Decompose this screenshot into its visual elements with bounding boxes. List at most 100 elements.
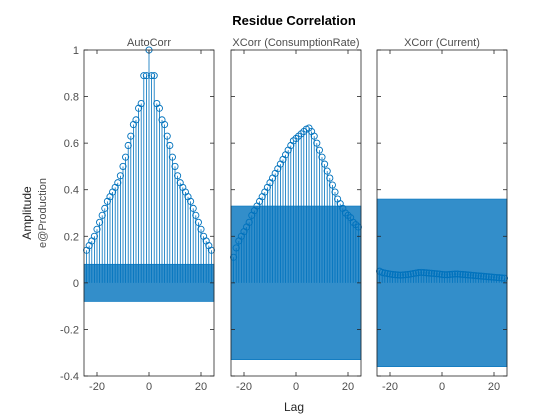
stem-marker [404,270,412,279]
stem-marker [326,174,334,182]
stem-marker [189,204,197,212]
stem-marker [383,269,391,278]
stem-marker [313,139,321,147]
stem-marker [310,132,318,140]
stem-marker [101,204,109,212]
stem-marker [96,218,104,226]
stem-marker [490,273,498,281]
stem-marker [485,273,493,281]
x-tick-label: -20 [89,381,105,393]
x-tick-label: -20 [382,381,398,393]
stem-marker [472,272,480,280]
stem-marker [448,270,456,278]
y-tick-label: -0.2 [60,324,79,336]
y-tick-label: 0.8 [64,92,79,104]
x-tick-label: -20 [236,381,252,393]
stem-marker [119,162,127,170]
y-axis-label: Amplitude [20,186,34,240]
stem-marker [194,218,202,226]
stem-marker [446,270,454,279]
stem-marker [415,269,423,277]
stem-marker [469,271,477,279]
panel-title: XCorr (ConsumptionRate) [232,37,359,49]
stem-marker [155,104,163,112]
stem-marker [328,181,336,189]
stem-marker [394,271,402,279]
stem-marker [500,274,508,282]
stem-marker [163,132,171,140]
stem-marker [232,244,240,252]
stem-marker [142,72,150,80]
x-tick-label: 20 [488,381,500,393]
stem-marker [441,271,449,279]
stem-marker [93,225,101,233]
panel-2: XCorr (ConsumptionRate) -20 0 20 [230,37,362,393]
stem-marker [166,141,174,150]
stem-marker [422,269,430,277]
stem-marker [433,270,441,278]
stem-marker [114,179,122,187]
x-tick-label: 20 [195,381,207,393]
x-tick-label: 20 [342,381,354,393]
stem-marker [140,72,148,80]
stem-marker [381,269,389,277]
y-axis-secondary-label: e@Production [37,178,49,248]
stem-marker [443,271,451,279]
stem-marker [354,223,362,231]
stem-marker [474,272,482,280]
x-axis-label: Lag [284,400,304,414]
stem-marker [168,153,176,161]
panel-title: XCorr (Current) [404,37,480,49]
stem-marker [487,273,495,281]
stem-marker [498,274,506,282]
stem-marker [124,141,132,150]
stem-marker [420,269,428,277]
stem-marker [386,270,394,278]
y-tick-label: 0.2 [64,231,79,243]
stem-marker [425,269,433,277]
stem-marker [315,146,323,154]
stem-marker [321,160,329,168]
stem-marker [389,270,397,279]
stem-marker [430,269,438,278]
stem-marker [412,269,420,277]
stem-marker [230,253,238,261]
x-tick-label: 0 [439,381,445,393]
stem-marker [493,273,501,282]
x-tick-label: 0 [146,381,152,393]
stem-marker [171,162,179,170]
stem-marker [148,72,156,80]
stem-marker [207,246,215,254]
stem-marker [456,270,464,278]
stem-marker [323,167,331,175]
y-tick-label: 0 [73,278,79,290]
stem-marker [192,211,200,219]
stem-marker [174,172,182,180]
panels-group: AutoCorr -20 0 20 1 0.8 0.6 0.4 0.2 0 -0.2 -0.4 XCor… [60,37,508,393]
stem-marker [132,116,140,124]
stem-marker [331,188,339,196]
stem-marker [454,270,462,278]
stem-marker [402,271,410,279]
y-tick-label: 1 [73,45,79,57]
stem-marker [461,271,469,279]
stem-marker [417,268,425,276]
stem-marker [438,270,446,279]
y-tick-label: 0.4 [64,185,79,197]
stem-marker [495,274,503,282]
stem-marker [90,232,98,240]
stem-marker [407,270,415,278]
stem-marker [399,271,407,279]
stem-marker [435,270,443,278]
stem-marker [318,153,326,161]
panel-title: AutoCorr [127,37,171,49]
stem-marker [161,120,169,129]
stem-marker [480,272,488,280]
x-tick-label: 0 [293,381,299,393]
stem-marker [197,225,205,233]
stem-marker [409,269,417,278]
stem-marker [98,211,106,219]
stem-marker [428,269,436,277]
stem-marker [150,72,158,80]
